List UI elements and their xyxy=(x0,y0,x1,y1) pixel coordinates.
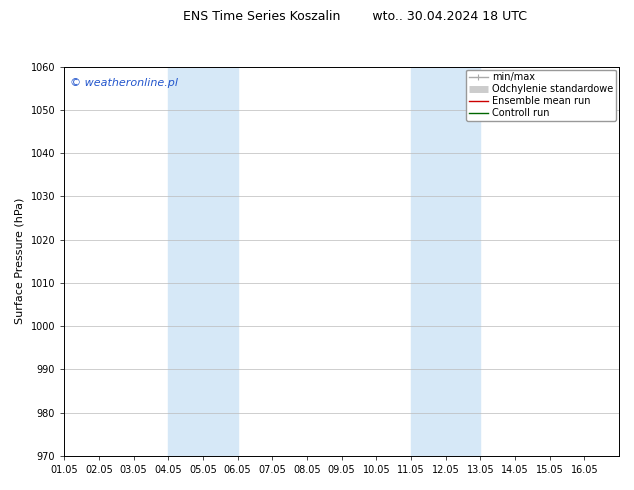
Bar xyxy=(168,67,238,456)
Legend: min/max, Odchylenie standardowe, Ensemble mean run, Controll run: min/max, Odchylenie standardowe, Ensembl… xyxy=(465,70,616,121)
Text: ENS Time Series Koszalin        wto.. 30.04.2024 18 UTC: ENS Time Series Koszalin wto.. 30.04.202… xyxy=(183,10,527,23)
Text: © weatheronline.pl: © weatheronline.pl xyxy=(70,78,178,88)
Bar xyxy=(411,67,481,456)
Y-axis label: Surface Pressure (hPa): Surface Pressure (hPa) xyxy=(15,198,25,324)
